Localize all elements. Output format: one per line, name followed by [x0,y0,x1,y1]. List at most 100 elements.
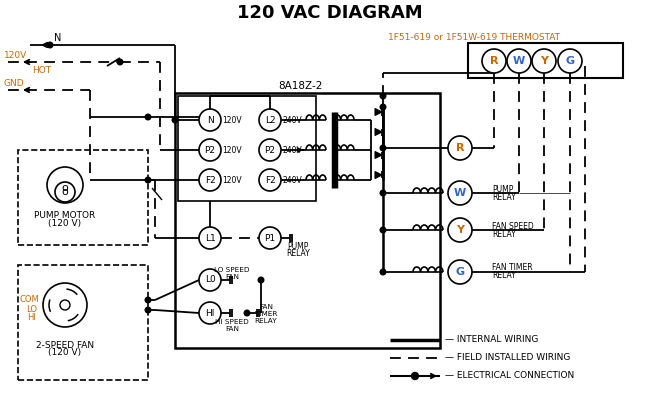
Text: 2-SPEED FAN: 2-SPEED FAN [36,341,94,349]
Circle shape [532,49,556,73]
Text: G: G [456,267,464,277]
Text: HI SPEED: HI SPEED [215,319,249,325]
Circle shape [448,260,472,284]
Text: PUMP: PUMP [492,184,513,194]
Text: F2: F2 [265,176,275,184]
Text: GND: GND [4,78,25,88]
Text: HI: HI [27,313,36,321]
Circle shape [380,104,386,110]
Text: LO: LO [27,305,38,313]
Circle shape [507,49,531,73]
Text: Y: Y [540,56,548,66]
Circle shape [380,190,386,196]
Text: FAN: FAN [225,326,239,332]
Text: COM: COM [20,295,40,305]
Text: 120V: 120V [222,145,242,155]
Text: L1: L1 [204,233,215,243]
Circle shape [47,167,83,203]
Text: 120 VAC DIAGRAM: 120 VAC DIAGRAM [237,4,423,22]
Circle shape [448,136,472,160]
Bar [18,150,148,245]
Text: 120V: 120V [222,116,242,124]
Text: W: W [513,56,525,66]
Circle shape [199,169,221,191]
Circle shape [47,42,53,48]
Text: o: o [62,187,68,197]
Text: — ELECTRICAL CONNECTION: — ELECTRICAL CONNECTION [445,372,574,380]
Circle shape [172,117,178,123]
Text: P2: P2 [265,145,275,155]
Circle shape [244,310,250,316]
Bar [175,93,440,348]
Text: RELAY: RELAY [492,272,516,280]
Text: — FIELD INSTALLED WIRING: — FIELD INSTALLED WIRING [445,354,570,362]
Text: R: R [456,143,464,153]
Polygon shape [375,109,382,116]
Bar [468,43,623,78]
Circle shape [199,139,221,161]
Text: HI: HI [205,308,214,318]
Text: HOT: HOT [32,65,52,75]
Text: 8A18Z-2: 8A18Z-2 [278,81,322,91]
Text: LO SPEED: LO SPEED [214,267,250,273]
Text: (120 V): (120 V) [48,349,82,357]
Text: FAN: FAN [225,274,239,280]
Text: PUMP: PUMP [287,241,309,251]
Circle shape [380,269,386,275]
Text: N: N [54,33,62,43]
Polygon shape [375,152,382,158]
Text: L2: L2 [265,116,275,124]
Text: 240V: 240V [282,176,302,184]
Text: P2: P2 [204,145,216,155]
Circle shape [482,49,506,73]
Text: 120V: 120V [222,176,242,184]
Text: 240V: 240V [282,145,302,155]
Polygon shape [375,171,382,178]
Circle shape [259,109,281,131]
Text: 1F51-619 or 1F51W-619 THERMOSTAT: 1F51-619 or 1F51W-619 THERMOSTAT [388,33,560,41]
Text: (120 V): (120 V) [48,218,82,228]
Text: TIMER: TIMER [255,311,277,317]
Circle shape [55,182,75,202]
Circle shape [558,49,582,73]
Circle shape [60,300,70,310]
Text: RELAY: RELAY [492,192,516,202]
Text: PUMP MOTOR: PUMP MOTOR [34,210,96,220]
Text: RELAY: RELAY [492,230,516,238]
Polygon shape [375,129,382,135]
Circle shape [448,218,472,242]
Text: Y: Y [456,225,464,235]
Circle shape [43,283,87,327]
Text: 240V: 240V [282,116,302,124]
Bar [18,265,148,380]
Circle shape [258,277,264,283]
Circle shape [199,302,221,324]
Text: FAN SPEED: FAN SPEED [492,222,534,230]
Text: G: G [565,56,575,66]
Circle shape [259,139,281,161]
Text: R: R [490,56,498,66]
Circle shape [259,169,281,191]
Text: RELAY: RELAY [286,249,310,259]
Bar [178,96,316,201]
Text: W: W [454,188,466,198]
Circle shape [380,227,386,233]
Circle shape [145,177,151,183]
Circle shape [380,145,386,151]
Text: N: N [206,116,213,124]
Circle shape [380,93,386,99]
Circle shape [145,114,151,120]
Circle shape [199,109,221,131]
Text: L0: L0 [204,276,215,285]
Text: FAN: FAN [259,304,273,310]
Circle shape [448,181,472,205]
Text: o: o [62,183,68,193]
Circle shape [199,269,221,291]
Circle shape [411,372,419,380]
Circle shape [259,227,281,249]
Text: P1: P1 [265,233,275,243]
Text: 120V: 120V [4,51,27,59]
Text: F2: F2 [204,176,215,184]
Circle shape [199,227,221,249]
Circle shape [145,307,151,313]
